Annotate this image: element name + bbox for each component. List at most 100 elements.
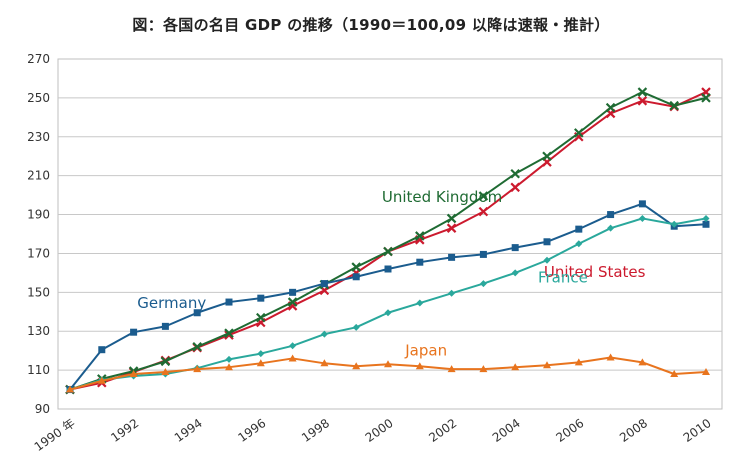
data-point-japan-2003 [479,365,488,373]
data-point-united-kingdom-2001 [415,231,425,241]
x-tick-label-2008: 2008 [617,416,650,445]
data-point-france-2004 [511,269,519,277]
data-point-germany-1998 [320,280,328,288]
data-point-japan-2010 [702,368,710,376]
x-tick-label-2004: 2004 [490,416,523,445]
data-point-germany-1995 [225,298,233,306]
x-tick-label-1998: 1998 [299,416,332,445]
data-point-japan-1997 [288,354,297,362]
data-point-united-kingdom-1995 [224,328,234,338]
data-point-japan-1998 [320,359,329,367]
data-point-united-kingdom-1999 [351,262,361,272]
data-point-japan-1999 [352,362,361,370]
data-point-united-kingdom-2002 [446,213,457,224]
data-point-japan-2005 [543,361,551,369]
data-point-united-states-2008 [637,96,648,106]
data-point-france-1995 [225,355,233,363]
data-point-united-kingdom-1994 [192,342,202,352]
data-point-france-2010 [702,214,710,222]
data-point-france-2008 [638,214,646,222]
data-point-united-kingdom-2007 [605,102,616,113]
data-point-japan-2002 [447,365,456,373]
data-point-japan-1995 [225,363,233,371]
data-point-germany-2006 [575,225,583,233]
data-point-germany-2005 [543,238,551,246]
y-tick-label-90: 90 [35,402,50,416]
data-point-united-kingdom-2000 [383,246,393,257]
data-point-germany-2000 [384,265,392,273]
data-point-germany-2007 [607,211,615,219]
data-point-france-1997 [289,342,297,350]
data-point-france-2002 [448,289,456,297]
data-point-united-kingdom-1997 [287,297,298,307]
y-tick-label-230: 230 [27,130,50,144]
data-point-japan-2000 [384,360,392,368]
y-tick-label-250: 250 [27,91,50,105]
data-point-germany-2004 [511,244,519,252]
data-point-france-1998 [320,330,328,338]
data-point-japan-1996 [256,359,265,367]
data-point-united-states-2003 [478,206,489,217]
data-point-france-1999 [352,323,360,331]
data-point-germany-1996 [257,294,265,302]
x-tick-label-2010: 2010 [681,416,714,445]
series-label-united-kingdom: United Kingdom [382,188,502,206]
data-point-united-kingdom-2005 [542,151,552,161]
series-label-japan: Japan [404,342,447,360]
data-point-france-2006 [575,240,583,248]
data-point-united-kingdom-1993 [160,356,171,367]
y-tick-label-190: 190 [27,208,50,222]
data-point-germany-1997 [289,288,297,296]
data-point-united-kingdom-2008 [637,87,648,97]
x-tick-label-1994: 1994 [172,416,205,445]
data-point-japan-2009 [670,370,679,377]
y-tick-label-170: 170 [27,246,50,260]
data-point-germany-2010 [702,220,710,228]
data-point-japan-2006 [574,358,583,366]
data-point-japan-1992 [129,370,138,377]
data-point-france-2007 [607,224,615,232]
data-point-united-kingdom-1996 [256,312,266,323]
data-point-japan-1991 [97,376,106,384]
data-point-japan-1993 [161,368,170,376]
data-point-japan-2007 [606,353,615,361]
x-tick-label-2000: 2000 [363,416,396,445]
data-point-germany-1994 [193,309,201,317]
data-point-france-2009 [670,220,678,228]
y-tick-label-130: 130 [27,324,50,338]
data-point-france-2005 [543,256,551,264]
series-label-united-states: United States [544,263,646,281]
data-point-japan-2008 [638,358,647,366]
y-tick-label-150: 150 [27,285,50,299]
data-point-united-kingdom-2006 [574,128,584,138]
data-point-germany-1999 [352,273,360,281]
x-tick-label-1992: 1992 [108,416,141,445]
data-point-france-2001 [416,299,424,307]
y-tick-label-270: 270 [27,52,50,66]
data-point-united-states-2004 [510,182,520,193]
data-point-united-kingdom-2009 [669,100,679,111]
chart-title: 図：各国の名目 GDP の推移（1990＝100,09 以降は速報・推計） [132,16,610,34]
x-tick-label-2006: 2006 [553,416,586,445]
data-point-france-2003 [479,280,487,288]
x-tick-label-1996: 1996 [235,416,268,445]
data-point-united-kingdom-2010 [701,93,711,103]
x-tick-label-1990: 1990 年 [32,416,78,454]
data-point-france-2000 [384,309,392,317]
series-label-france: France [538,269,588,287]
y-tick-label-110: 110 [27,363,50,377]
data-point-japan-2001 [415,362,424,370]
data-point-united-kingdom-2003 [478,191,489,201]
plot-frame [57,58,723,410]
data-point-united-kingdom-2004 [510,168,520,179]
data-point-germany-2002 [448,253,456,261]
data-point-japan-1990 [66,385,74,393]
data-point-japan-1994 [193,365,202,373]
data-point-germany-1992 [130,328,138,336]
data-point-germany-2003 [479,250,487,258]
data-point-japan-2004 [511,363,520,371]
data-point-germany-1993 [161,322,169,330]
data-point-germany-2001 [416,258,424,266]
x-tick-label-2002: 2002 [426,416,459,445]
